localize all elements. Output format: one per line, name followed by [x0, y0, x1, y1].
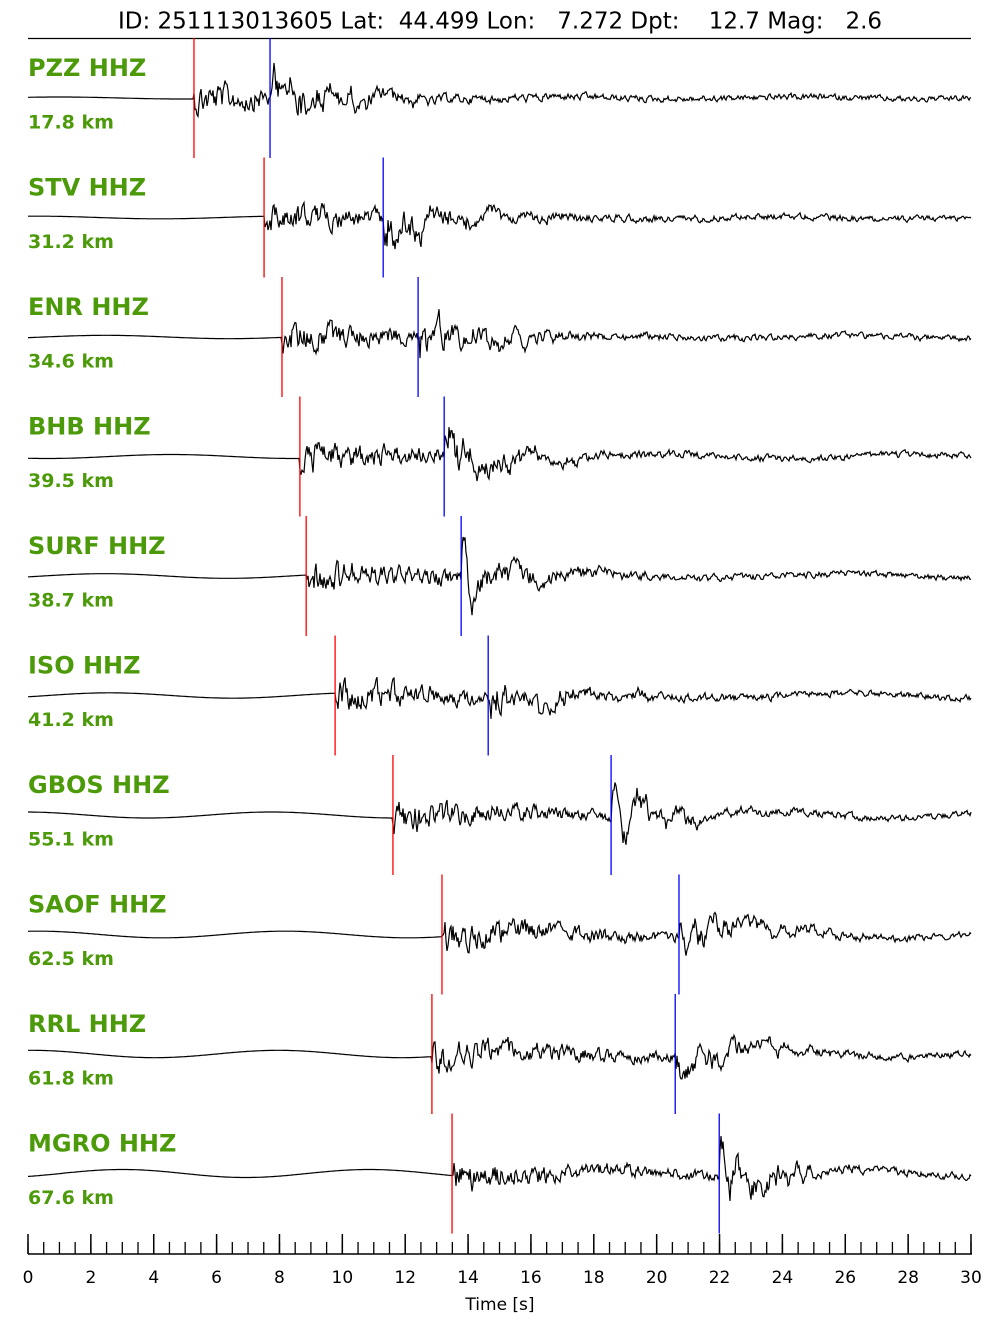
station-name: BHB HHZ [28, 413, 151, 441]
x-tick-label: 4 [148, 1268, 159, 1288]
waveform [28, 427, 972, 482]
station-distance: 41.2 km [28, 709, 114, 731]
station-name: ENR HHZ [28, 293, 149, 321]
x-tick-label: 8 [274, 1268, 285, 1288]
x-tick-label: 24 [772, 1268, 794, 1288]
x-tick-label: 26 [834, 1268, 856, 1288]
station-name: MGRO HHZ [28, 1130, 176, 1158]
waveform [27, 676, 972, 719]
station-name: PZZ HHZ [28, 54, 146, 82]
station-distance: 31.2 km [28, 231, 114, 253]
waveform [28, 62, 972, 119]
x-tick-label: 22 [709, 1268, 731, 1288]
x-tick-label: 12 [394, 1268, 416, 1288]
x-tick-label: 30 [960, 1268, 982, 1288]
station-distance: 55.1 km [28, 829, 114, 851]
waveform [28, 911, 972, 956]
waveform [28, 200, 972, 250]
x-tick-label: 20 [646, 1268, 668, 1288]
station-name: RRL HHZ [28, 1010, 146, 1038]
station-name: STV HHZ [28, 174, 146, 202]
x-tick-label: 0 [23, 1268, 34, 1288]
x-tick-label: 14 [457, 1268, 479, 1288]
station-distance: 67.6 km [28, 1187, 114, 1209]
station-distance: 62.5 km [28, 948, 114, 970]
station-distance: 39.5 km [28, 470, 114, 492]
x-tick-label: 28 [897, 1268, 919, 1288]
station-name: SAOF HHZ [28, 891, 167, 919]
x-tick-label: 6 [211, 1268, 222, 1288]
x-axis-label: Time [s] [464, 1295, 534, 1315]
station-distance: 17.8 km [28, 112, 114, 134]
x-tick-label: 16 [520, 1268, 542, 1288]
station-distance: 61.8 km [28, 1068, 114, 1090]
waveform [27, 309, 972, 359]
station-distance: 38.7 km [28, 590, 114, 612]
station-name: GBOS HHZ [28, 771, 170, 799]
x-tick-label: 18 [583, 1268, 605, 1288]
x-tick-label: 10 [332, 1268, 354, 1288]
station-distance: 34.6 km [28, 351, 114, 373]
station-name: ISO HHZ [28, 652, 141, 680]
station-name: SURF HHZ [28, 532, 166, 560]
waveform [28, 1033, 972, 1080]
x-tick-label: 2 [85, 1268, 96, 1288]
chart-title: ID: 251113013605 Lat: 44.499 Lon: 7.272 … [118, 9, 882, 35]
waveform [28, 1136, 972, 1202]
waveform [28, 782, 972, 845]
waveform [27, 536, 972, 616]
